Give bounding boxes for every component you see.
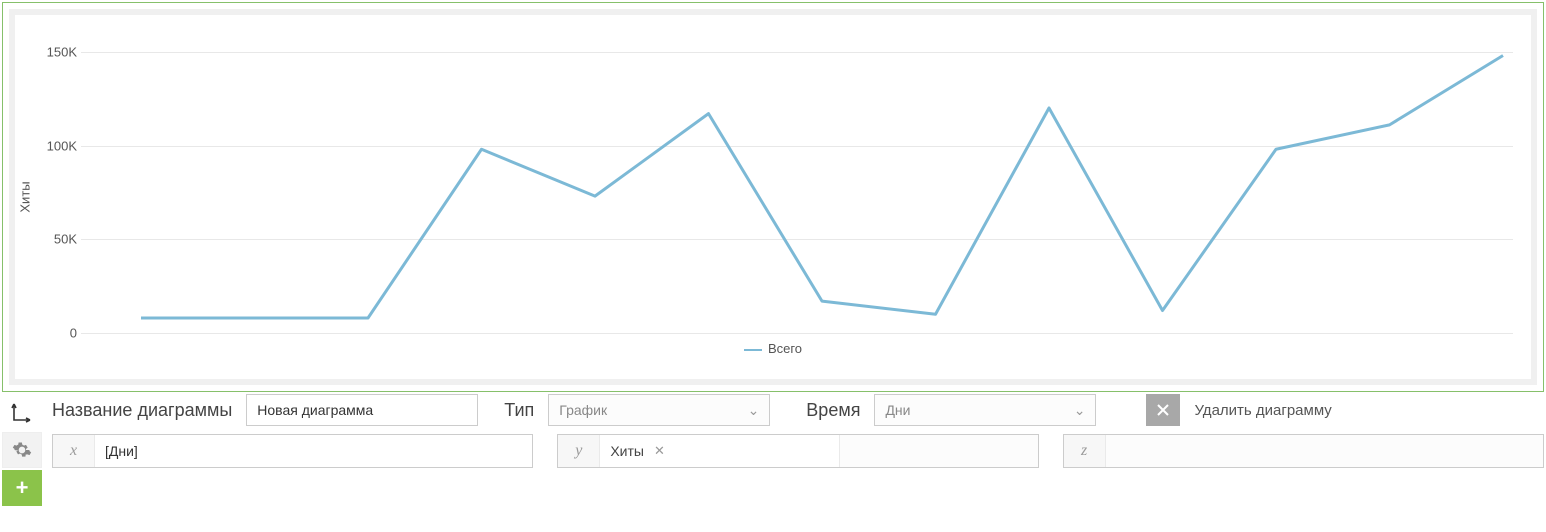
x-axis-field[interactable]: x [Дни] — [52, 434, 533, 468]
chart-type-select[interactable]: График ⌄ — [548, 394, 770, 426]
y-axis-content: Хиты ✕ — [600, 435, 840, 467]
axes-icon-button[interactable] — [2, 394, 42, 430]
controls-row-1: Название диаграммы Тип График ⌄ Время Дн… — [52, 394, 1544, 426]
gear-icon — [12, 440, 32, 460]
delete-chart-button[interactable] — [1146, 394, 1180, 426]
plus-icon: + — [16, 475, 29, 501]
add-chart-button[interactable]: + — [2, 470, 42, 506]
x-axis-value: [Дни] — [105, 443, 138, 459]
chevron-down-icon: ⌄ — [748, 402, 760, 419]
chart-type-label: Тип — [504, 400, 534, 421]
legend-swatch — [744, 349, 762, 351]
chevron-down-icon: ⌄ — [1074, 402, 1086, 419]
z-axis-field[interactable]: z — [1063, 434, 1544, 468]
y-axis-letter: y — [558, 435, 600, 467]
chart-canvas: Хиты 050K100K150K Всего — [9, 9, 1537, 385]
chart-controls: + Название диаграммы Тип График ⌄ Время … — [2, 394, 1544, 506]
plot-area: 050K100K150K — [81, 33, 1513, 333]
x-axis-letter: x — [53, 435, 95, 467]
chart-time-label: Время — [806, 400, 860, 421]
chart-time-value: Дни — [885, 402, 910, 418]
y-axis-labels: 050K100K150K — [31, 33, 77, 333]
chart-panel: Хиты 050K100K150K Всего — [2, 2, 1544, 392]
close-icon — [1156, 403, 1170, 417]
x-axis-content: [Дни] — [95, 435, 532, 467]
axes-icon — [10, 400, 34, 424]
y-axis-extra[interactable] — [840, 435, 1038, 467]
y-tick-label: 100K — [47, 138, 77, 153]
chart-name-label: Название диаграммы — [52, 400, 232, 421]
chart-name-input[interactable] — [246, 394, 478, 426]
chart-type-value: График — [559, 402, 607, 418]
z-axis-letter: z — [1064, 435, 1106, 467]
chart-time-select[interactable]: Дни ⌄ — [874, 394, 1096, 426]
y-axis-tag-label: Хиты — [610, 443, 644, 459]
series-line — [141, 56, 1503, 319]
y-axis-tag: Хиты ✕ — [610, 443, 665, 459]
y-tick-label: 50K — [54, 232, 77, 247]
controls-left-rail: + — [2, 394, 46, 506]
controls-row-2: x [Дни] y Хиты ✕ z — [52, 434, 1544, 468]
z-axis-content[interactable] — [1106, 435, 1543, 467]
y-axis-field[interactable]: y Хиты ✕ — [557, 434, 1038, 468]
settings-button[interactable] — [2, 432, 42, 468]
controls-main: Название диаграммы Тип График ⌄ Время Дн… — [52, 394, 1544, 506]
line-chart-svg — [81, 33, 1513, 333]
tag-remove-button[interactable]: ✕ — [654, 443, 665, 459]
y-tick-label: 0 — [70, 326, 77, 341]
y-tick-label: 150K — [47, 44, 77, 59]
chart-legend: Всего — [33, 341, 1513, 356]
gridline — [81, 333, 1513, 334]
delete-chart-label: Удалить диаграмму — [1194, 402, 1331, 419]
legend-label: Всего — [768, 341, 802, 356]
